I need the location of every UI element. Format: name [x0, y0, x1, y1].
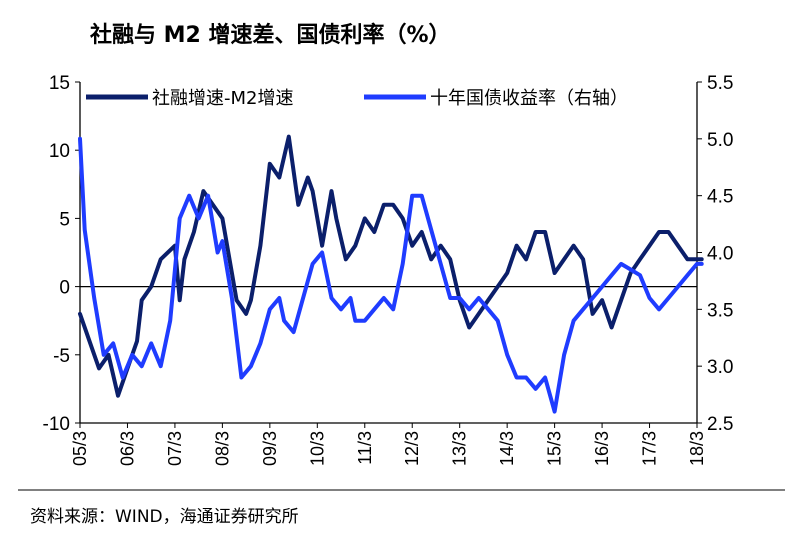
x-tick-label: 17/3 — [640, 431, 660, 466]
legend-label-series1: 社融增速-M2增速 — [152, 88, 293, 109]
x-tick-label: 09/3 — [260, 431, 280, 466]
y-left-tick-label: 5 — [59, 209, 70, 230]
y-left-tick-label: 0 — [59, 278, 70, 299]
y-right-tick-label: 4.0 — [707, 244, 733, 265]
y-left-tick-label: 15 — [49, 73, 70, 94]
y-left-tick-label: -5 — [53, 346, 70, 367]
series-line-2 — [78, 136, 704, 414]
x-tick-label: 06/3 — [117, 431, 137, 466]
y-left-tick-label: 10 — [49, 141, 70, 162]
y-right-tick-label: 3.0 — [707, 357, 733, 378]
series-line-1 — [78, 134, 704, 398]
x-tick-label: 10/3 — [307, 431, 327, 466]
legend-label-series2: 十年国债收益率（右轴） — [430, 88, 628, 109]
x-tick-label: 16/3 — [592, 431, 612, 466]
x-tick-label: 15/3 — [545, 431, 565, 466]
y-right-tick-label: 3.5 — [707, 300, 733, 321]
y-right-tick-label: 5.5 — [707, 73, 733, 94]
y-right-tick-label: 2.5 — [707, 414, 733, 435]
legend: 社融增速-M2增速 十年国债收益率（右轴） — [86, 88, 628, 109]
x-tick-label: 08/3 — [212, 431, 232, 466]
y-right-tick-label: 5.0 — [707, 130, 733, 151]
y-right-tick-label: 4.5 — [707, 187, 733, 208]
x-tick-label: 12/3 — [402, 431, 422, 466]
y-left-tick-label: -10 — [43, 414, 70, 435]
series-lines — [78, 134, 704, 414]
x-tick-label: 05/3 — [70, 431, 90, 466]
x-tick-label: 14/3 — [497, 431, 517, 466]
x-tick-label: 13/3 — [450, 431, 470, 466]
source-note: 资料来源：WIND，海通证券研究所 — [30, 507, 299, 527]
x-tick-label: 11/3 — [355, 431, 375, 465]
x-tick-label: 07/3 — [165, 431, 185, 466]
chart-title: 社融与 M2 增速差、国债利率（%） — [90, 22, 451, 48]
x-tick-label: 18/3 — [687, 431, 707, 466]
